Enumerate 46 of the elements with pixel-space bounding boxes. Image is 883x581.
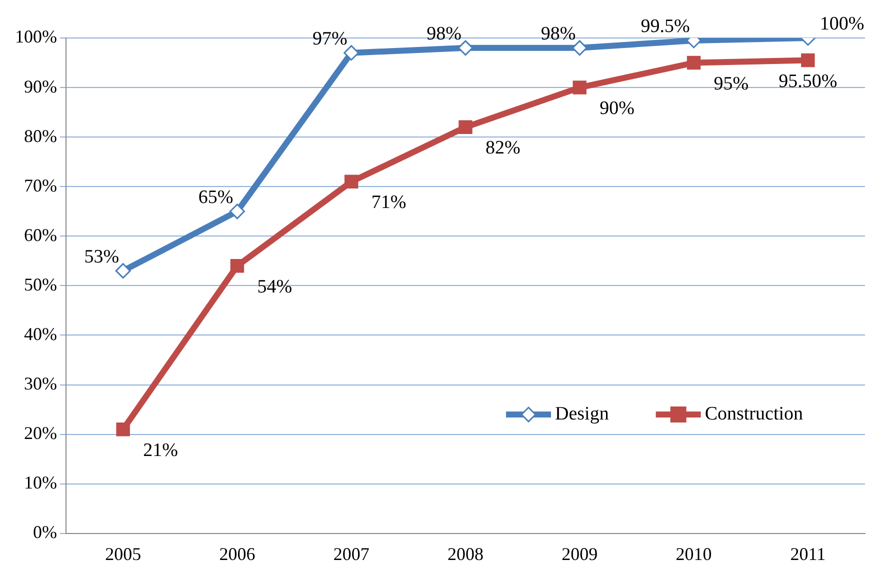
x-tick-label: 2006 (219, 544, 256, 564)
y-tick-label: 70% (24, 175, 57, 196)
point (572, 80, 587, 94)
y-tick-label: 0% (32, 522, 57, 542)
y-tick-label: 20% (24, 423, 57, 444)
data-label: 82% (485, 138, 520, 159)
point (116, 422, 130, 436)
legend-label: Design (555, 403, 610, 424)
y-tick-label: 30% (24, 374, 57, 394)
point (344, 174, 358, 189)
x-tick-label: 2009 (562, 544, 598, 564)
y-tick-label: 60% (24, 224, 57, 245)
data-label: 71% (371, 192, 406, 214)
data-label: 21% (143, 440, 178, 461)
data-label: 53% (84, 246, 120, 268)
x-tick-label: 2008 (447, 544, 484, 564)
x-tick-label: 2010 (676, 544, 712, 564)
data-label: 98% (540, 23, 576, 44)
legend-label: Construction (704, 403, 804, 424)
y-tick-label: 80% (24, 126, 57, 146)
y-tick-label: 50% (24, 274, 57, 294)
point (686, 56, 701, 70)
data-label: 99.5% (640, 16, 690, 37)
y-tick-label: 40% (24, 324, 57, 344)
data-label: 95.50% (778, 70, 838, 92)
data-label: 100% (820, 13, 864, 34)
data-label: 65% (198, 186, 234, 208)
point (230, 259, 244, 273)
point (572, 40, 588, 56)
x-tick-label: 2005 (105, 544, 142, 564)
x-tick-label: 2007 (333, 544, 370, 564)
point (344, 45, 360, 61)
data-label: 97% (312, 28, 348, 50)
y-tick-label: 100% (14, 26, 57, 47)
point (458, 120, 472, 134)
point (229, 204, 245, 220)
y-tick-label: 10% (24, 472, 57, 493)
data-label: 98% (426, 23, 462, 44)
data-label: 54% (257, 276, 292, 298)
point (458, 40, 474, 56)
data-label: 95% (714, 73, 749, 94)
data-label: 90% (600, 98, 635, 120)
point (801, 53, 815, 68)
y-tick-label: 90% (24, 76, 57, 96)
point (115, 263, 131, 279)
x-tick-label: 2011 (790, 544, 826, 564)
